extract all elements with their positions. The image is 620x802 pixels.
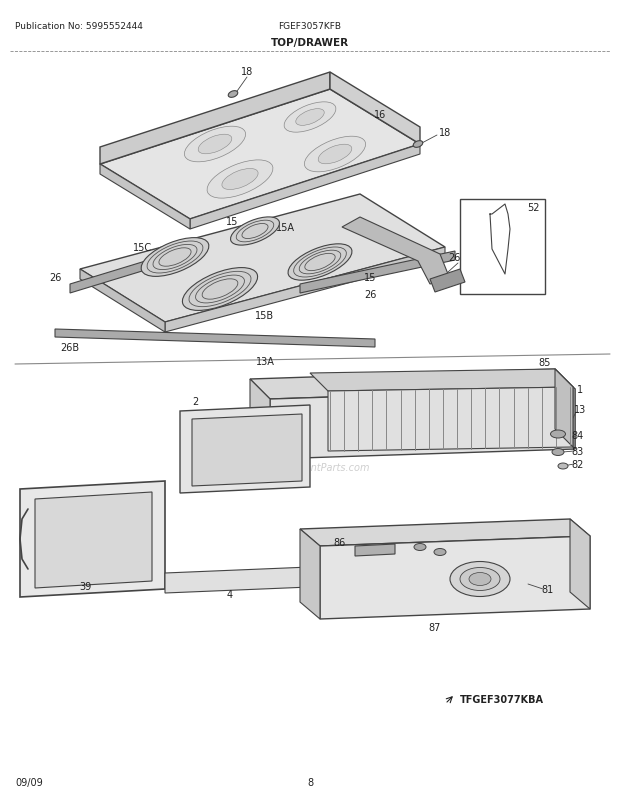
Ellipse shape bbox=[231, 217, 280, 245]
Text: 81: 81 bbox=[542, 585, 554, 594]
Polygon shape bbox=[270, 390, 575, 460]
Polygon shape bbox=[70, 253, 175, 294]
Polygon shape bbox=[80, 269, 165, 333]
Text: 26B: 26B bbox=[60, 342, 79, 353]
Text: 52: 52 bbox=[527, 203, 539, 213]
Polygon shape bbox=[80, 195, 445, 322]
Polygon shape bbox=[250, 379, 270, 460]
Ellipse shape bbox=[304, 137, 366, 172]
Polygon shape bbox=[165, 248, 445, 333]
Ellipse shape bbox=[450, 561, 510, 597]
Polygon shape bbox=[100, 73, 330, 164]
Polygon shape bbox=[310, 370, 573, 391]
Text: 86: 86 bbox=[334, 537, 346, 547]
Polygon shape bbox=[192, 415, 302, 486]
Polygon shape bbox=[180, 406, 310, 493]
Text: 84: 84 bbox=[572, 431, 584, 440]
Text: 83: 83 bbox=[572, 447, 584, 456]
Text: 85: 85 bbox=[539, 358, 551, 367]
Polygon shape bbox=[190, 145, 420, 229]
Text: FGEF3057KFB: FGEF3057KFB bbox=[278, 22, 342, 31]
Ellipse shape bbox=[460, 568, 500, 591]
Text: 39: 39 bbox=[79, 581, 91, 591]
Text: 15C: 15C bbox=[133, 243, 153, 253]
Text: 2: 2 bbox=[192, 396, 198, 407]
Polygon shape bbox=[570, 520, 590, 610]
Text: 15A: 15A bbox=[275, 223, 294, 233]
Polygon shape bbox=[342, 217, 450, 285]
Text: 13A: 13A bbox=[255, 357, 275, 367]
Text: 1: 1 bbox=[577, 384, 583, 395]
Ellipse shape bbox=[182, 268, 257, 311]
Text: 15: 15 bbox=[364, 273, 376, 282]
Polygon shape bbox=[165, 567, 310, 593]
Text: 15: 15 bbox=[226, 217, 238, 227]
Polygon shape bbox=[35, 492, 152, 588]
Polygon shape bbox=[300, 529, 320, 619]
Polygon shape bbox=[300, 520, 590, 546]
Text: eReplacementParts.com: eReplacementParts.com bbox=[250, 463, 370, 472]
Ellipse shape bbox=[184, 127, 246, 163]
Polygon shape bbox=[328, 387, 573, 452]
Text: 09/09: 09/09 bbox=[15, 777, 43, 787]
Text: 26: 26 bbox=[49, 273, 61, 282]
Text: Publication No: 5995552444: Publication No: 5995552444 bbox=[15, 22, 143, 31]
Text: TOP/DRAWER: TOP/DRAWER bbox=[271, 38, 349, 48]
Polygon shape bbox=[430, 269, 465, 293]
Ellipse shape bbox=[296, 110, 324, 126]
Text: 4: 4 bbox=[227, 589, 233, 599]
Ellipse shape bbox=[551, 431, 565, 439]
Ellipse shape bbox=[228, 91, 238, 98]
Polygon shape bbox=[555, 370, 575, 449]
Ellipse shape bbox=[413, 141, 423, 148]
Bar bbox=[460, 200, 545, 294]
Ellipse shape bbox=[198, 135, 232, 155]
Text: 82: 82 bbox=[572, 460, 584, 469]
Polygon shape bbox=[330, 73, 420, 145]
Text: 8: 8 bbox=[307, 777, 313, 787]
Ellipse shape bbox=[141, 238, 209, 277]
Ellipse shape bbox=[222, 169, 258, 190]
Ellipse shape bbox=[469, 573, 491, 585]
Polygon shape bbox=[20, 481, 165, 597]
Text: 26A: 26A bbox=[448, 253, 467, 263]
Ellipse shape bbox=[288, 245, 352, 281]
Polygon shape bbox=[250, 370, 575, 399]
Text: 18: 18 bbox=[439, 128, 451, 138]
Polygon shape bbox=[355, 545, 395, 557]
Text: 13: 13 bbox=[574, 404, 586, 415]
Polygon shape bbox=[555, 370, 573, 448]
Polygon shape bbox=[320, 537, 590, 619]
Text: 26: 26 bbox=[364, 290, 376, 300]
Ellipse shape bbox=[434, 549, 446, 556]
Ellipse shape bbox=[318, 145, 352, 164]
Ellipse shape bbox=[558, 464, 568, 469]
Polygon shape bbox=[100, 164, 190, 229]
Ellipse shape bbox=[552, 449, 564, 456]
Polygon shape bbox=[100, 90, 420, 220]
Text: TFGEF3077KBA: TFGEF3077KBA bbox=[460, 695, 544, 704]
Text: 15B: 15B bbox=[255, 310, 275, 321]
Text: 87: 87 bbox=[429, 622, 441, 632]
Text: 16: 16 bbox=[374, 110, 386, 119]
Polygon shape bbox=[300, 252, 455, 294]
Text: 18: 18 bbox=[241, 67, 253, 77]
Ellipse shape bbox=[414, 544, 426, 551]
Ellipse shape bbox=[207, 160, 273, 199]
Ellipse shape bbox=[284, 103, 336, 133]
Polygon shape bbox=[55, 330, 375, 347]
